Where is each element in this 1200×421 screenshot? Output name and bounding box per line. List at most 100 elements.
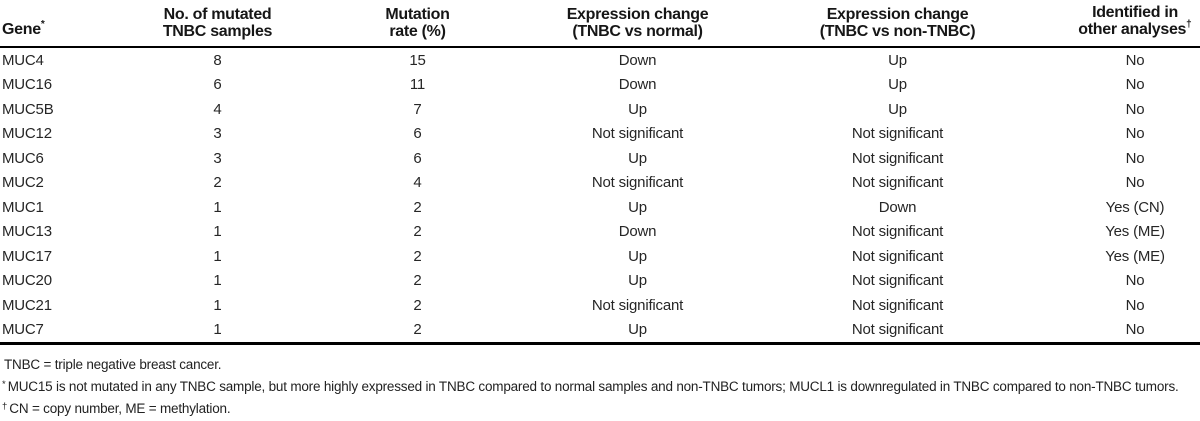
cell-gene: MUC17	[2, 247, 52, 265]
footnote-text: TNBC = triple negative breast cancer.	[4, 357, 222, 372]
table-row: MUC4 8 15 Down Up No	[0, 47, 1200, 73]
cell-rate: 6	[413, 125, 422, 143]
cell-samples: 1	[213, 247, 222, 265]
column-header-label: Identified in	[1092, 4, 1178, 21]
cell-gene: MUC21	[2, 296, 52, 314]
cell-expr-nontnbc: Not significant	[851, 174, 944, 192]
column-header-samples: No. of mutated TNBC samples	[110, 0, 325, 48]
column-header-expr-nontnbc: Expression change (TNBC vs non-TNBC)	[765, 0, 1030, 48]
cell-rate: 2	[413, 296, 422, 314]
cell-samples: 2	[213, 174, 222, 192]
cell-other-analyses: Yes (ME)	[1105, 223, 1165, 241]
cell-expr-nontnbc: Not significant	[851, 223, 944, 241]
footnote-marker: †	[2, 401, 8, 412]
column-header-other-analyses: Identified in other analyses†	[1030, 0, 1200, 48]
cell-expr-normal: Down	[618, 76, 657, 94]
table-row: MUC12 3 6 Not significant Not significant No	[0, 122, 1200, 147]
footnote-marker: †	[1186, 19, 1192, 30]
cell-expr-nontnbc: Up	[888, 76, 907, 94]
footnote-text: MUC15 is not mutated in any TNBC sample,…	[7, 379, 1179, 394]
cell-other-analyses: No	[1125, 100, 1145, 118]
cell-expr-normal: Down	[618, 51, 657, 69]
cell-rate: 2	[413, 321, 422, 339]
cell-other-analyses: No	[1125, 174, 1145, 192]
cell-expr-nontnbc: Not significant	[851, 321, 944, 339]
cell-rate: 15	[409, 51, 426, 69]
footnote-text: CN = copy number, ME = methylation.	[9, 401, 231, 416]
table-row: MUC17 1 2 Up Not significant Yes (ME)	[0, 244, 1200, 269]
cell-gene: MUC13	[2, 223, 52, 241]
cell-expr-normal: Not significant	[591, 174, 684, 192]
cell-samples: 4	[213, 100, 222, 118]
cell-other-analyses: No	[1125, 272, 1145, 290]
cell-samples: 6	[213, 76, 222, 94]
cell-gene: MUC12	[2, 125, 52, 143]
cell-samples: 3	[213, 125, 222, 143]
footnote-marker: *	[40, 19, 45, 30]
table-row: MUC5B 4 7 Up Up No	[0, 97, 1200, 122]
cell-expr-nontnbc: Not significant	[851, 272, 944, 290]
table-row: MUC20 1 2 Up Not significant No	[0, 269, 1200, 294]
footnote-marker: *	[2, 379, 6, 390]
table-body: MUC4 8 15 Down Up No MUC16 6 11 Down Up No MUC5B 4 7 Up…	[0, 47, 1200, 344]
cell-expr-nontnbc: Up	[888, 100, 907, 118]
cell-expr-normal: Up	[628, 149, 647, 167]
cell-expr-nontnbc: Up	[888, 51, 907, 69]
cell-samples: 1	[213, 198, 222, 216]
cell-gene: MUC4	[2, 51, 44, 69]
mutated-genes-table: Gene* No. of mutated TNBC samples Mutation r…	[0, 0, 1200, 345]
header-row: Gene* No. of mutated TNBC samples Mutation r…	[0, 0, 1200, 48]
cell-gene: MUC16	[2, 76, 52, 94]
column-header-label: Mutation	[385, 6, 450, 23]
column-header-label: Expression change	[826, 6, 969, 23]
cell-samples: 3	[213, 149, 222, 167]
cell-rate: 4	[413, 174, 422, 192]
cell-rate: 2	[413, 198, 422, 216]
cell-rate: 11	[409, 76, 426, 94]
table-header: Gene* No. of mutated TNBC samples Mutation r…	[0, 0, 1200, 48]
cell-expr-normal: Up	[628, 247, 647, 265]
cell-rate: 2	[413, 272, 422, 290]
cell-expr-normal: Not significant	[591, 125, 684, 143]
footnote-asterisk: * MUC15 is not mutated in any TNBC sample…	[2, 377, 1200, 399]
table-row: MUC6 3 6 Up Not significant No	[0, 146, 1200, 171]
cell-expr-normal: Not significant	[591, 296, 684, 314]
column-header-label: (TNBC vs non-TNBC)	[819, 23, 976, 40]
table-row: MUC1 1 2 Up Down Yes (CN)	[0, 195, 1200, 220]
cell-expr-normal: Up	[628, 100, 647, 118]
cell-gene: MUC5B	[2, 100, 54, 118]
column-header-label: No. of mutated	[163, 6, 272, 23]
cell-gene: MUC6	[2, 149, 44, 167]
cell-expr-nontnbc: Not significant	[851, 149, 944, 167]
cell-rate: 2	[413, 223, 422, 241]
column-header-label: rate (%)	[389, 23, 446, 40]
column-header-label: other analyses	[1078, 21, 1187, 38]
cell-other-analyses: No	[1125, 149, 1145, 167]
cell-other-analyses: Yes (CN)	[1105, 198, 1165, 216]
column-header-label: Expression change	[566, 6, 709, 23]
cell-other-analyses: No	[1125, 321, 1145, 339]
cell-gene: MUC1	[2, 198, 44, 216]
cell-samples: 1	[213, 321, 222, 339]
table-row: MUC16 6 11 Down Up No	[0, 73, 1200, 98]
cell-samples: 1	[213, 272, 222, 290]
footnote-dagger: † CN = copy number, ME = methylation.	[2, 399, 1200, 421]
column-header-label: (TNBC vs normal)	[572, 23, 703, 40]
table-row: MUC13 1 2 Down Not significant Yes (ME)	[0, 220, 1200, 245]
column-header-expr-normal: Expression change (TNBC vs normal)	[510, 0, 765, 48]
cell-gene: MUC2	[2, 174, 44, 192]
cell-expr-normal: Up	[628, 321, 647, 339]
footnotes: TNBC = triple negative breast cancer. * M…	[0, 355, 1200, 421]
column-header-rate: Mutation rate (%)	[325, 0, 510, 48]
cell-other-analyses: Yes (ME)	[1105, 247, 1165, 265]
cell-other-analyses: No	[1125, 51, 1145, 69]
cell-expr-nontnbc: Down	[878, 198, 917, 216]
cell-expr-normal: Down	[618, 223, 657, 241]
cell-expr-normal: Up	[628, 198, 647, 216]
table-row: MUC7 1 2 Up Not significant No	[0, 318, 1200, 344]
cell-rate: 2	[413, 247, 422, 265]
cell-gene: MUC20	[2, 272, 52, 290]
cell-other-analyses: No	[1125, 296, 1145, 314]
cell-samples: 1	[213, 296, 222, 314]
